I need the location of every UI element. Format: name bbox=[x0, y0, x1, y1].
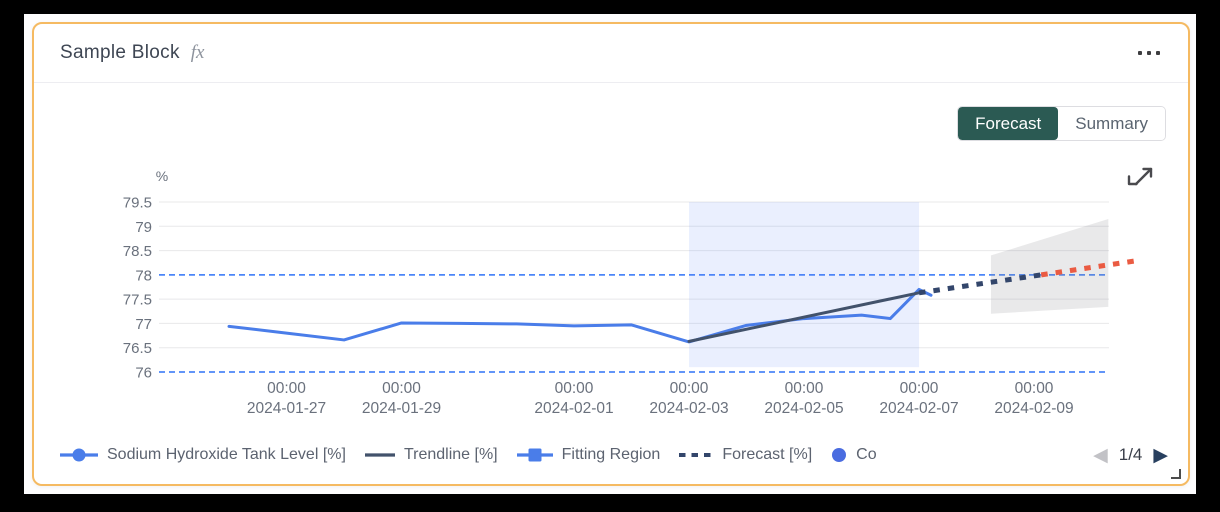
tab-summary[interactable]: Summary bbox=[1058, 107, 1165, 140]
legend-item-5[interactable]: Co bbox=[831, 446, 877, 464]
svg-text:%: % bbox=[156, 168, 168, 184]
legend-item-2[interactable]: Trendline [%] bbox=[364, 446, 498, 464]
ellipsis-icon bbox=[1138, 51, 1142, 55]
ellipsis-icon bbox=[1156, 51, 1160, 55]
svg-text:78: 78 bbox=[135, 267, 152, 284]
resize-handle[interactable] bbox=[1171, 469, 1181, 479]
more-options-button[interactable] bbox=[1136, 45, 1162, 61]
svg-text:00:00: 00:00 bbox=[267, 380, 306, 397]
svg-text:2024-01-27: 2024-01-27 bbox=[247, 400, 326, 417]
svg-text:00:00: 00:00 bbox=[382, 380, 421, 397]
svg-text:2024-02-07: 2024-02-07 bbox=[879, 400, 958, 417]
legend-item-4[interactable]: Forecast [%] bbox=[679, 446, 812, 464]
legend-swatch-line-square bbox=[516, 448, 553, 462]
svg-text:2024-02-09: 2024-02-09 bbox=[994, 400, 1073, 417]
view-toggle-group: Forecast Summary bbox=[957, 106, 1166, 141]
svg-text:00:00: 00:00 bbox=[555, 380, 594, 397]
svg-text:79: 79 bbox=[135, 219, 152, 236]
legend-swatch-line-circle bbox=[60, 448, 98, 462]
svg-text:2024-01-29: 2024-01-29 bbox=[362, 400, 441, 417]
svg-text:00:00: 00:00 bbox=[670, 380, 709, 397]
legend-item-label: Co bbox=[856, 446, 877, 463]
formula-fx-icon: fx bbox=[190, 42, 205, 63]
expand-button[interactable] bbox=[1122, 162, 1158, 198]
legend-item-label: Fitting Region bbox=[561, 446, 661, 463]
svg-text:00:00: 00:00 bbox=[785, 380, 824, 397]
tab-forecast[interactable]: Forecast bbox=[958, 107, 1059, 140]
expand-icon bbox=[1127, 167, 1153, 186]
svg-text:76.5: 76.5 bbox=[123, 340, 152, 357]
svg-text:2024-02-05: 2024-02-05 bbox=[764, 400, 843, 417]
page-title: Sample Block bbox=[60, 42, 180, 63]
legend-row: Sodium Hydroxide Tank Level [%] Trendline… bbox=[60, 438, 1168, 472]
svg-text:79.5: 79.5 bbox=[123, 195, 152, 212]
legend-swatch-dashes bbox=[679, 453, 714, 457]
svg-text:78.5: 78.5 bbox=[123, 243, 152, 260]
svg-text:2024-02-01: 2024-02-01 bbox=[534, 400, 613, 417]
svg-text:77: 77 bbox=[135, 316, 152, 333]
legend: Sodium Hydroxide Tank Level [%] Trendline… bbox=[60, 446, 1079, 464]
ellipsis-icon bbox=[1147, 51, 1151, 55]
svg-text:00:00: 00:00 bbox=[900, 380, 939, 397]
svg-text:2024-02-03: 2024-02-03 bbox=[649, 400, 728, 417]
svg-text:76: 76 bbox=[135, 364, 152, 381]
svg-text:77.5: 77.5 bbox=[123, 292, 152, 309]
chart-canvas[interactable]: 79.5 79 78.5 78 77.5 77 76.5 76% 00:00 2024-01-27… bbox=[34, 154, 1190, 436]
legend-swatch-line bbox=[364, 453, 395, 457]
legend-item-label: Sodium Hydroxide Tank Level [%] bbox=[107, 446, 346, 463]
legend-swatch-dot bbox=[832, 448, 847, 462]
card-header: Sample Block fx bbox=[34, 24, 1188, 83]
legend-item-1[interactable]: Sodium Hydroxide Tank Level [%] bbox=[60, 446, 346, 464]
legend-pagination: ◀ 1/4 ▶ bbox=[1093, 445, 1168, 465]
svg-text:00:00: 00:00 bbox=[1015, 380, 1054, 397]
page-indicator: 1/4 bbox=[1118, 445, 1143, 464]
legend-item-3[interactable]: Fitting Region bbox=[516, 446, 661, 464]
sample-block-card: Sample Block fx Forecast Summary 79.5 79 7… bbox=[32, 22, 1190, 486]
next-page-button[interactable]: ▶ bbox=[1153, 444, 1168, 466]
legend-item-label: Trendline [%] bbox=[403, 446, 498, 463]
prev-page-button[interactable]: ◀ bbox=[1093, 444, 1108, 466]
legend-item-label: Forecast [%] bbox=[722, 446, 813, 463]
